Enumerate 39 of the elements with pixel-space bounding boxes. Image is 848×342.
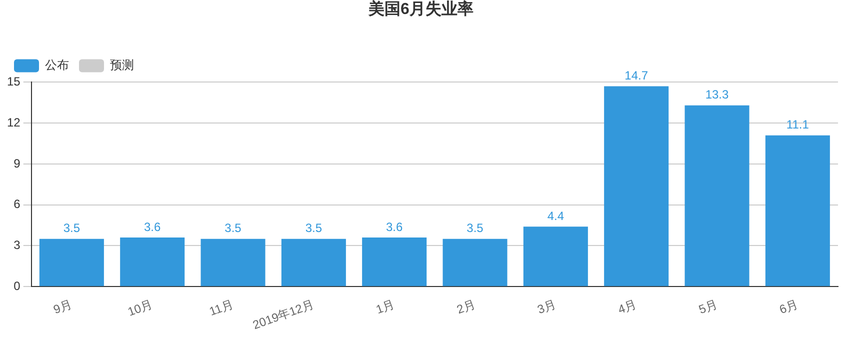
- bar: [281, 238, 346, 286]
- bar: [200, 238, 266, 286]
- x-tick-label: 1月: [374, 297, 396, 317]
- data-label: 11.1: [786, 118, 810, 132]
- data-label: 3.5: [466, 221, 484, 236]
- x-tick-label: 2月: [454, 297, 478, 317]
- x-tick-label: 2019年12月: [250, 297, 316, 332]
- bar: [39, 238, 104, 286]
- data-label: 3.5: [63, 221, 80, 236]
- y-tick-label: 6: [14, 197, 21, 212]
- bar: [120, 238, 185, 286]
- chart-title: 美国6月失业率: [368, 0, 474, 18]
- bar: [684, 105, 750, 286]
- bar: [523, 226, 588, 286]
- data-label: 3.5: [224, 221, 242, 236]
- y-tick-label: 3: [14, 238, 21, 252]
- x-tick-label: 4月: [616, 297, 638, 317]
- y-tick-label: 0: [14, 278, 21, 293]
- x-tick-label: 6月: [777, 297, 800, 317]
- y-tick-label: 9: [14, 156, 21, 170]
- bar: [765, 135, 830, 286]
- data-label: 3.6: [144, 220, 162, 234]
- y-tick-label: 12: [6, 115, 21, 130]
- data-label: 3.5: [305, 221, 322, 236]
- x-tick-label: 9月: [52, 297, 74, 317]
- bar: [442, 238, 508, 286]
- legend-label: 预测: [110, 58, 134, 72]
- data-label: 13.3: [705, 88, 730, 102]
- legend-label: 公布: [45, 58, 69, 72]
- bar: [604, 86, 669, 286]
- x-tick-label: 10月: [126, 297, 155, 319]
- data-label: 14.7: [624, 68, 648, 83]
- y-tick-label: 15: [6, 74, 21, 89]
- x-tick-label: 5月: [696, 297, 720, 317]
- x-tick-label: 11月: [207, 297, 236, 319]
- data-label: 3.6: [386, 220, 404, 234]
- x-tick-label: 3月: [535, 297, 558, 317]
- data-label: 4.4: [547, 208, 564, 223]
- bar: [362, 238, 427, 286]
